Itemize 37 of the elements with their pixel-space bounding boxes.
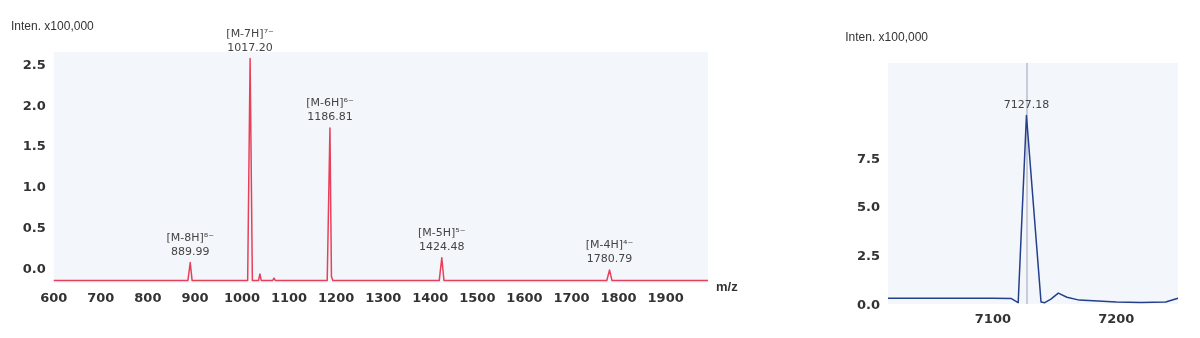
annotation: [M-5H]⁵⁻ 1424.48 — [418, 226, 466, 254]
annotation: [M-6H]⁶⁻ 1186.81 — [306, 96, 354, 124]
x-tick-label: 1200 — [318, 290, 355, 305]
y-tick-label: 7.5 — [856, 150, 880, 166]
y-tick-label: 0.0 — [22, 260, 46, 276]
x-axis-title: m/z — [716, 279, 739, 295]
y-tick-label: 1.0 — [22, 179, 46, 195]
x-tick-label: 1400 — [412, 290, 449, 305]
x-tick-label: 1100 — [270, 290, 308, 305]
y-tick-label: 2.0 — [22, 97, 46, 113]
x-tick-label: 1000 — [223, 290, 261, 305]
y-tick-label: 0.0 — [856, 296, 880, 312]
line-series — [887, 114, 1179, 304]
annotation: [M-4H]⁴⁻ 1780.79 — [585, 238, 634, 266]
x-tick-label: 1300 — [365, 290, 402, 305]
x-tick-label: 7200 — [1098, 311, 1135, 326]
line-series — [52, 57, 709, 282]
x-tick-label: 900 — [181, 290, 209, 305]
annotation: [M-8H]⁸⁻ 889.99 — [166, 231, 215, 259]
y-axis-title: Inten. x100,000 — [11, 19, 95, 33]
x-tick-label: 800 — [134, 290, 162, 305]
y-tick-label: 5.0 — [856, 199, 880, 215]
x-tick-label: 1500 — [459, 290, 496, 305]
x-tick-label: 1900 — [647, 290, 684, 305]
x-tick-label: 1800 — [600, 290, 637, 305]
y-tick-label: 0.5 — [22, 219, 46, 235]
x-tick-label: 600 — [40, 290, 68, 305]
y-tick-label: 2.5 — [856, 247, 880, 263]
annotation: [M-7H]⁷⁻ 1017.20 — [226, 27, 275, 55]
y-tick-label: 2.5 — [22, 56, 46, 72]
x-tick-label: 1700 — [553, 290, 590, 305]
x-tick-label: 7100 — [974, 311, 1011, 326]
x-tick-label: 700 — [87, 290, 115, 305]
x-tick-label: 1600 — [506, 290, 543, 305]
y-axis-title: Inten. x100,000 — [845, 30, 929, 44]
annotation: 7127.18 — [1003, 97, 1050, 111]
y-tick-label: 1.5 — [22, 138, 46, 154]
